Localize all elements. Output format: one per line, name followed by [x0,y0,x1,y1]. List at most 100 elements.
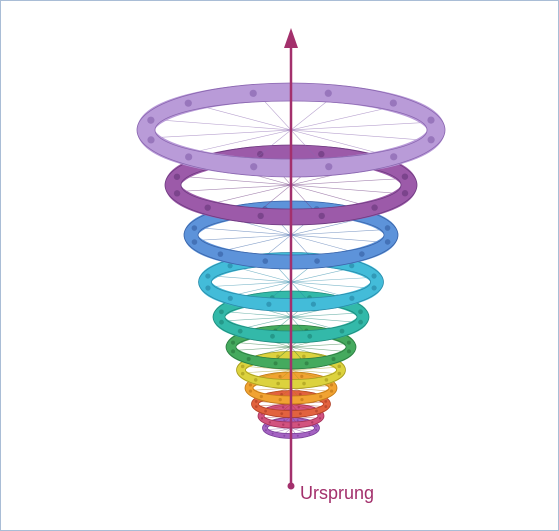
ring-glyph [384,239,391,245]
ring-glyph [264,429,267,432]
ring-glyph [147,116,155,124]
ring-glyph [358,309,363,315]
ring-glyph [184,99,192,107]
ring-glyph [296,434,299,437]
ring-glyph [240,364,245,369]
ring-glyph [227,295,233,301]
ring-glyph [331,356,336,361]
ring-glyph [237,328,243,334]
ring-glyph [185,153,193,161]
ring-glyph [270,333,275,339]
ring-glyph [384,225,391,231]
ring-glyph [219,309,224,315]
ring-glyph [318,212,325,220]
ring-glyph [319,394,323,399]
ring-glyph [325,163,333,171]
ring-glyph [311,421,314,424]
ring-glyph [401,173,409,180]
ring-glyph [231,340,236,345]
ring-glyph [283,419,286,422]
ring-glyph [266,301,272,307]
ring-glyph [262,258,269,264]
ring-glyph [297,406,300,409]
origin-label: Ursprung [300,483,374,503]
ring-glyph [390,153,398,161]
ring-glyph [205,285,211,291]
ring-glyph [371,273,377,279]
ring-glyph [371,285,377,291]
ring-glyph [147,136,155,144]
ring-glyph [324,405,328,408]
ring-glyph [318,150,325,158]
ring-glyph [248,389,253,393]
ring-glyph [205,273,211,279]
ring-glyph [173,190,181,197]
arrow-head [284,28,298,48]
ring-glyph [349,263,355,269]
ring-glyph [296,419,299,422]
ring-glyph [276,381,280,386]
ring-glyph [337,364,342,369]
ring-glyph [346,349,351,354]
ring-glyph [401,190,409,197]
ring-glyph [191,239,198,245]
ring-glyph [358,319,363,325]
ring-glyph [300,374,304,379]
ring-glyph [315,424,318,427]
ring-glyph [315,409,318,413]
ring-glyph [219,319,224,325]
ring-glyph [254,405,258,409]
ring-glyph [339,328,345,334]
ring-glyph [302,381,306,386]
ring-glyph [337,371,342,376]
ring-glyph [254,400,258,403]
ring-glyph [268,421,272,424]
ring-glyph [191,225,198,231]
ring-glyph [300,397,304,402]
ring-glyph [310,301,317,307]
ring-glyph [253,378,258,382]
origin-dot [287,482,295,490]
ring-glyph [271,432,274,435]
ring-glyph [329,389,334,393]
ring-glyph [389,99,397,107]
ring-glyph [273,361,278,366]
ring-glyph [278,374,282,379]
ring-glyph [217,251,224,257]
ring-glyph [427,116,435,124]
ring-glyph [280,412,284,416]
axis [284,28,298,490]
ring-glyph [302,354,306,359]
ring-glyph [281,406,285,409]
ring-glyph [329,383,334,387]
ring-glyph [324,399,328,403]
ring-glyph [298,392,302,396]
ring-glyph [248,383,253,387]
ring-glyph [318,417,322,420]
ring-glyph [204,204,211,211]
ring-glyph [298,412,302,416]
ring-glyph [227,263,233,269]
ring-glyph [308,432,311,435]
ring-glyph [250,163,258,171]
ring-glyph [264,424,267,427]
ring-glyph [314,258,320,264]
ring-glyph [371,204,378,211]
ring-glyph [260,417,264,420]
ring-glyph [283,434,286,437]
ring-glyph [240,371,245,376]
ring-glyph [346,340,351,345]
ring-glyph [304,361,309,366]
ring-glyph [231,349,236,354]
ring-glyph [278,397,282,402]
ring-glyph [249,89,257,97]
ring-glyph [297,423,301,426]
ring-glyph [324,378,329,382]
ring-glyph [173,173,181,180]
ring-glyph [246,357,251,362]
ring-glyph [307,333,313,339]
ring-glyph [264,409,267,413]
ring-glyph [282,423,285,426]
